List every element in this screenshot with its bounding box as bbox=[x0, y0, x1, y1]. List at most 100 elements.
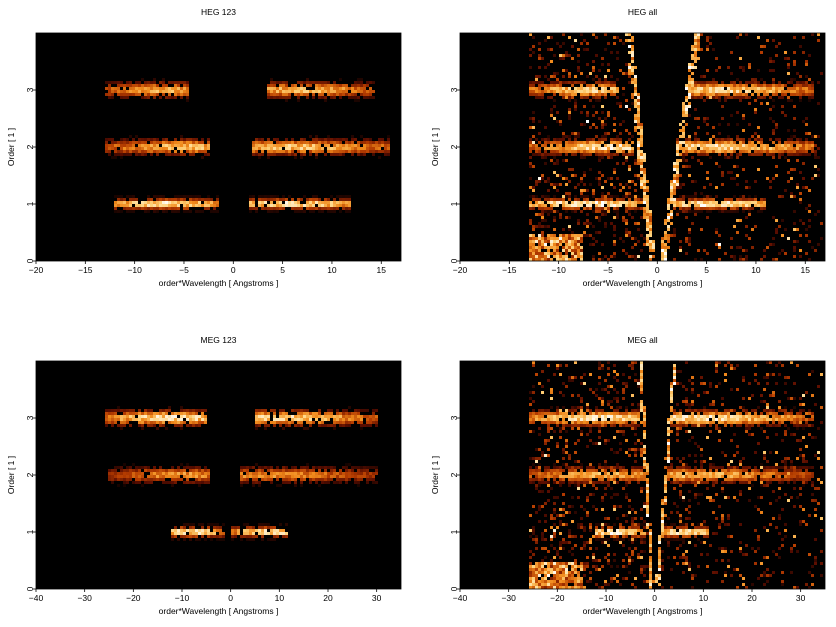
heatmap-cell bbox=[766, 403, 769, 406]
heatmap-cell bbox=[757, 147, 760, 150]
heatmap-cell bbox=[189, 412, 192, 415]
heatmap-cell bbox=[643, 207, 646, 210]
heatmap-cell bbox=[273, 526, 276, 529]
heatmap-cell bbox=[580, 150, 583, 153]
heatmap-cell bbox=[712, 412, 715, 415]
heatmap-cell bbox=[345, 412, 348, 415]
heatmap-cell bbox=[760, 415, 763, 418]
heatmap-cell bbox=[673, 189, 676, 192]
heatmap-cell bbox=[285, 472, 288, 475]
heatmap-cell bbox=[691, 391, 694, 394]
heatmap-cell bbox=[129, 84, 132, 87]
heatmap-cell bbox=[252, 526, 255, 529]
heatmap-cell bbox=[688, 81, 691, 84]
heatmap-cell bbox=[138, 475, 141, 478]
heatmap-cell bbox=[261, 478, 264, 481]
heatmap-cell bbox=[706, 198, 709, 201]
heatmap-cell bbox=[682, 153, 685, 156]
heatmap-cell bbox=[345, 478, 348, 481]
heatmap-cell bbox=[784, 150, 787, 153]
heatmap-cell bbox=[640, 382, 643, 385]
heatmap-cell bbox=[661, 258, 664, 261]
heatmap-cell bbox=[694, 192, 697, 195]
heatmap-cell bbox=[562, 96, 565, 99]
heatmap-cell bbox=[195, 138, 198, 141]
heatmap-cell bbox=[285, 147, 288, 150]
heatmap-cell bbox=[790, 81, 793, 84]
heatmap-cell bbox=[787, 81, 790, 84]
heatmap-cell bbox=[685, 87, 688, 90]
heatmap-cell bbox=[703, 201, 706, 204]
heatmap-cell bbox=[760, 90, 763, 93]
heatmap-cell bbox=[114, 469, 117, 472]
heatmap-cell bbox=[222, 538, 225, 541]
heatmap-cell bbox=[700, 409, 703, 412]
heatmap-cell bbox=[670, 201, 673, 204]
heatmap-cell bbox=[610, 412, 613, 415]
heatmap-cell bbox=[739, 195, 742, 198]
heatmap-cell bbox=[559, 141, 562, 144]
heatmap-cell bbox=[180, 198, 183, 201]
heatmap-cell bbox=[790, 138, 793, 141]
heatmap-cell bbox=[595, 412, 598, 415]
heatmap-cell bbox=[535, 90, 538, 93]
heatmap-cell bbox=[565, 424, 568, 427]
heatmap-cell bbox=[324, 207, 327, 210]
heatmap-cell bbox=[586, 195, 589, 198]
heatmap-cell bbox=[793, 51, 796, 54]
heatmap-cell bbox=[252, 204, 255, 207]
heatmap-cell bbox=[694, 180, 697, 183]
heatmap-cell bbox=[739, 33, 742, 36]
heatmap-cell bbox=[535, 75, 538, 78]
heatmap-cell bbox=[565, 141, 568, 144]
heatmap-cell bbox=[330, 478, 333, 481]
heatmap-cell bbox=[550, 237, 553, 240]
heatmap-cell bbox=[736, 147, 739, 150]
heatmap-cell bbox=[694, 90, 697, 93]
heatmap-cell bbox=[787, 99, 790, 102]
heatmap-cell bbox=[550, 198, 553, 201]
heatmap-cell bbox=[126, 409, 129, 412]
heatmap-cell bbox=[279, 532, 282, 535]
heatmap-cell bbox=[622, 72, 625, 75]
heatmap-cell bbox=[616, 147, 619, 150]
heatmap-cell bbox=[631, 255, 634, 258]
heatmap-cell bbox=[315, 156, 318, 159]
heatmap-cell bbox=[535, 96, 538, 99]
heatmap-cell bbox=[790, 147, 793, 150]
heatmap-cell bbox=[345, 147, 348, 150]
heatmap-cell bbox=[703, 99, 706, 102]
heatmap-cell bbox=[751, 144, 754, 147]
heatmap-cell bbox=[565, 96, 568, 99]
heatmap-cell bbox=[285, 99, 288, 102]
heatmap-cell bbox=[799, 75, 802, 78]
heatmap-cell bbox=[580, 156, 583, 159]
heatmap-cell bbox=[306, 466, 309, 469]
heatmap-cell bbox=[126, 84, 129, 87]
heatmap-cell bbox=[634, 183, 637, 186]
heatmap-cell bbox=[177, 93, 180, 96]
heatmap-cell bbox=[589, 90, 592, 93]
heatmap-cell bbox=[571, 147, 574, 150]
heatmap-cell bbox=[342, 138, 345, 141]
heatmap-cell bbox=[721, 207, 724, 210]
heatmap-cell bbox=[760, 78, 763, 81]
heatmap-cell bbox=[601, 63, 604, 66]
heatmap-cell bbox=[574, 361, 577, 364]
heatmap-cell bbox=[739, 150, 742, 153]
heatmap-cell bbox=[595, 36, 598, 39]
heatmap-cell bbox=[613, 204, 616, 207]
heatmap-cell bbox=[291, 87, 294, 90]
heatmap-cell bbox=[565, 364, 568, 367]
heatmap-cell bbox=[204, 532, 207, 535]
heatmap-cell bbox=[757, 81, 760, 84]
heatmap-cell bbox=[613, 186, 616, 189]
heatmap-cell bbox=[709, 42, 712, 45]
heatmap-cell bbox=[261, 418, 264, 421]
heatmap-cell bbox=[174, 90, 177, 93]
heatmap-cell bbox=[222, 523, 225, 526]
heatmap-cell bbox=[610, 138, 613, 141]
heatmap-cell bbox=[601, 424, 604, 427]
heatmap-cell bbox=[177, 210, 180, 213]
heatmap-cell bbox=[574, 108, 577, 111]
